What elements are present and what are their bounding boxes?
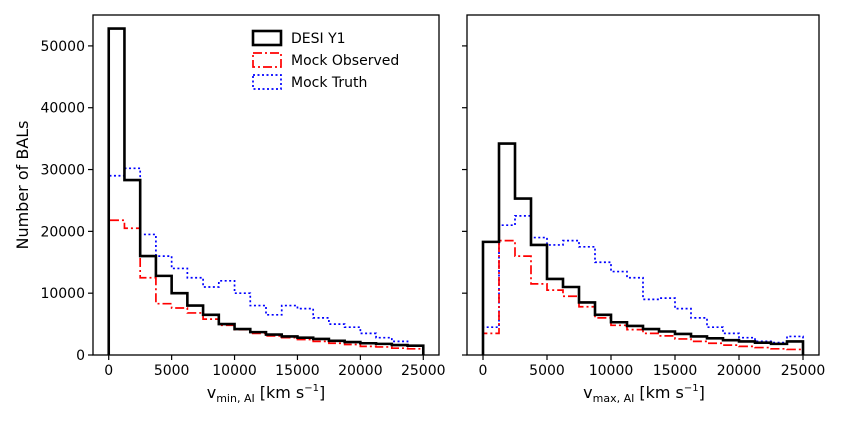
right-x-tick-label: 0 — [479, 363, 488, 379]
right-x-axis-label: vmax, AI [km s−1] — [583, 383, 705, 405]
right-x-tick-label: 20000 — [717, 363, 762, 379]
left-plot-frame — [92, 14, 440, 356]
left-y-tick-label: 0 — [76, 348, 85, 364]
left-x-tick-label: 20000 — [338, 363, 383, 379]
left-x-tick-label: 25000 — [401, 363, 446, 379]
right-x-tick-label: 10000 — [589, 363, 634, 379]
legend-label: Mock Observed — [291, 53, 399, 69]
legend-swatch-mock-observed — [252, 52, 282, 68]
left-x-tick-label: 0 — [104, 363, 113, 379]
right-x-tick-label: 5000 — [529, 363, 565, 379]
legend-label: DESI Y1 — [291, 31, 346, 47]
right-plot-frame — [466, 14, 820, 356]
right-x-tick-label: 25000 — [781, 363, 826, 379]
right-series-mock-truth — [482, 215, 804, 355]
left-y-tick-label: 20000 — [40, 224, 85, 240]
left-y-tick-label: 40000 — [40, 101, 85, 117]
left-y-tick-label: 10000 — [40, 286, 85, 302]
left-series-mock-truth — [107, 167, 425, 355]
left-x-tick-label: 15000 — [275, 363, 320, 379]
legend-swatch-mock-truth — [252, 74, 282, 90]
left-y-tick-label: 50000 — [40, 39, 85, 55]
right-x-tick-label: 15000 — [653, 363, 698, 379]
left-y-tick-label: 30000 — [40, 163, 85, 179]
left-x-tick-label: 10000 — [212, 363, 257, 379]
left-x-axis-label: vmin, AI [km s−1] — [207, 383, 326, 405]
legend-swatch-desi-y1 — [251, 29, 283, 47]
right-series-desi-y1 — [481, 142, 805, 355]
left-x-tick-label: 5000 — [154, 363, 190, 379]
right-series-mock-observed — [482, 239, 804, 355]
left-series-mock-observed — [107, 219, 425, 355]
legend-label: Mock Truth — [291, 75, 367, 91]
y-axis-label: Number of BALs — [13, 120, 32, 249]
left-series-desi-y1 — [107, 27, 425, 355]
